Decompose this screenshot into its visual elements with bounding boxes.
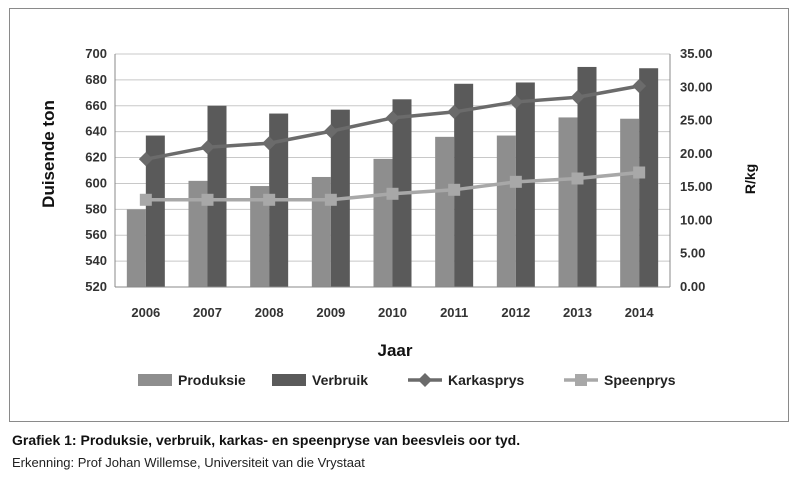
- y2-tick-label: 20.00: [680, 146, 713, 161]
- bar-produksie: [250, 186, 270, 287]
- y-tick-label: 660: [85, 98, 107, 113]
- point-speenprys: [324, 193, 337, 206]
- point-speenprys: [139, 193, 152, 206]
- legend-swatch-produksie: [138, 374, 172, 386]
- x-tick-label: 2013: [563, 305, 592, 320]
- point-karkasprys: [200, 140, 215, 155]
- legend-label-speenprys: Speenprys: [604, 372, 676, 388]
- x-tick-label: 2014: [625, 305, 655, 320]
- point-karkasprys: [570, 90, 585, 105]
- chart-frame: 520 540 560 580 600 620 640 660 680 700 0.00 5.00 10…: [9, 8, 789, 422]
- x-tick-label: 2008: [255, 305, 284, 320]
- bar-produksie: [558, 117, 578, 287]
- point-speenprys: [633, 166, 646, 179]
- bar-verbruik: [145, 135, 165, 287]
- legend-label-karkasprys: Karkasprys: [448, 372, 524, 388]
- y2-tick-label: 10.00: [680, 212, 713, 227]
- y2-tick-label: 15.00: [680, 179, 713, 194]
- point-karkasprys: [138, 152, 153, 167]
- y2-tick-label: 30.00: [680, 79, 713, 94]
- y2-tick-label: 0.00: [680, 279, 705, 294]
- point-karkasprys: [447, 104, 462, 119]
- x-tick-label: 2011: [440, 305, 468, 320]
- figure-caption: Grafiek 1: Produksie, verbruik, karkas- …: [12, 432, 521, 448]
- point-speenprys: [263, 193, 276, 206]
- bar-verbruik: [454, 83, 474, 288]
- y2-tick-label: 25.00: [680, 113, 713, 128]
- point-speenprys: [571, 172, 584, 185]
- y-tick-label: 600: [85, 175, 107, 190]
- legend: Produksie Verbruik Karkasprys Speenprys: [138, 372, 676, 388]
- y2-tick-label: 5.00: [680, 246, 705, 261]
- y2-tick-label: 35.00: [680, 46, 713, 61]
- x-axis-title: Jaar: [378, 341, 413, 360]
- point-speenprys: [386, 187, 399, 200]
- chart: 520 540 560 580 600 620 640 660 680 700 0.00 5.00 10…: [39, 46, 758, 388]
- y-axis-title: Duisende ton: [39, 100, 58, 208]
- x-tick-label: 2007: [193, 305, 222, 320]
- point-speenprys: [201, 193, 214, 206]
- axes: 520 540 560 580 600 620 640 660 680 700 0.00 5.00 10…: [85, 46, 712, 320]
- y-tick-label: 680: [85, 72, 107, 87]
- bar-verbruik: [207, 105, 227, 288]
- point-speenprys: [509, 175, 522, 188]
- y-tick-label: 580: [85, 201, 107, 216]
- bar-produksie: [435, 136, 455, 287]
- legend-marker-speenprys: [575, 374, 587, 386]
- point-karkasprys: [385, 110, 400, 125]
- legend-swatch-verbruik: [272, 374, 306, 386]
- point-speenprys: [448, 183, 461, 196]
- figure-credit: Erkenning: Prof Johan Willemse, Universi…: [12, 455, 365, 470]
- bar-produksie: [311, 176, 331, 287]
- x-tick-label: 2010: [378, 305, 407, 320]
- y-tick-label: 700: [85, 46, 107, 61]
- x-tick-label: 2009: [316, 305, 345, 320]
- y-tick-label: 620: [85, 150, 107, 165]
- bar-verbruik: [639, 68, 659, 287]
- y2-axis-title: R/kg: [742, 164, 758, 194]
- bar-verbruik: [515, 82, 535, 287]
- legend-marker-karkasprys: [418, 373, 432, 387]
- legend-label-produksie: Produksie: [178, 372, 246, 388]
- y-tick-label: 520: [85, 279, 107, 294]
- y-tick-label: 560: [85, 227, 107, 242]
- point-karkasprys: [323, 124, 338, 139]
- x-tick-label: 2006: [131, 305, 160, 320]
- y-tick-label: 540: [85, 253, 107, 268]
- bar-produksie: [126, 209, 146, 287]
- bar-produksie: [620, 118, 640, 287]
- bar-produksie: [496, 135, 516, 287]
- bar-produksie: [373, 158, 393, 287]
- bars: [126, 66, 659, 288]
- legend-label-verbruik: Verbruik: [312, 372, 368, 388]
- point-karkasprys: [632, 78, 647, 93]
- y-tick-label: 640: [85, 124, 107, 139]
- bar-produksie: [188, 180, 208, 287]
- x-tick-label: 2012: [501, 305, 530, 320]
- point-karkasprys: [262, 136, 277, 151]
